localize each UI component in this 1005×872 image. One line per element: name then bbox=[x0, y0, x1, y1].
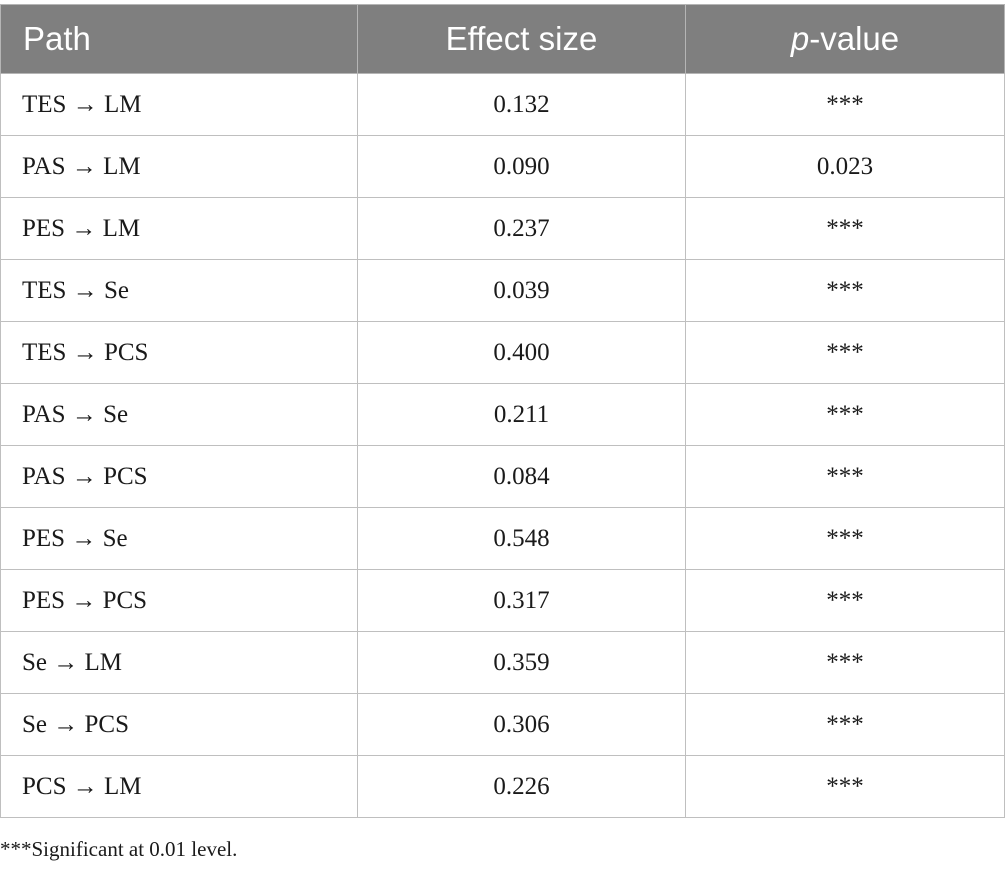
effect-size-cell: 0.039 bbox=[358, 260, 686, 322]
path-cell: TES → LM bbox=[1, 74, 358, 136]
p-value-cell: *** bbox=[686, 384, 1005, 446]
path-cell: PAS → PCS bbox=[1, 446, 358, 508]
p-value-cell: *** bbox=[686, 74, 1005, 136]
path-cell: PES → Se bbox=[1, 508, 358, 570]
header-p-italic: p bbox=[791, 20, 809, 57]
header-path: Path bbox=[1, 5, 358, 74]
table-row: PES → Se 0.548 *** bbox=[1, 508, 1005, 570]
path-cell: Se → PCS bbox=[1, 694, 358, 756]
table-row: PAS → LM 0.090 0.023 bbox=[1, 136, 1005, 198]
header-row: Path Effect size p-value bbox=[1, 5, 1005, 74]
p-value-cell: *** bbox=[686, 198, 1005, 260]
results-table: Path Effect size p-value TES → LM 0.132 **… bbox=[0, 4, 1005, 818]
p-value-cell: *** bbox=[686, 570, 1005, 632]
path-cell: PES → LM bbox=[1, 198, 358, 260]
header-p-value: p-value bbox=[686, 5, 1005, 74]
effect-size-cell: 0.359 bbox=[358, 632, 686, 694]
effect-size-cell: 0.090 bbox=[358, 136, 686, 198]
path-cell: PAS → Se bbox=[1, 384, 358, 446]
footnote: ***Significant at 0.01 level. bbox=[0, 837, 237, 862]
header-p-rest: -value bbox=[809, 20, 899, 57]
path-cell: TES → PCS bbox=[1, 322, 358, 384]
p-value-cell: *** bbox=[686, 756, 1005, 818]
effect-size-cell: 0.132 bbox=[358, 74, 686, 136]
p-value-cell: *** bbox=[686, 694, 1005, 756]
table-row: Se → LM 0.359 *** bbox=[1, 632, 1005, 694]
path-cell: PES → PCS bbox=[1, 570, 358, 632]
table-row: PAS → PCS 0.084 *** bbox=[1, 446, 1005, 508]
path-cell: Se → LM bbox=[1, 632, 358, 694]
table-row: PES → LM 0.237 *** bbox=[1, 198, 1005, 260]
path-cell: PCS → LM bbox=[1, 756, 358, 818]
path-cell: TES → Se bbox=[1, 260, 358, 322]
p-value-cell: *** bbox=[686, 508, 1005, 570]
effect-size-cell: 0.548 bbox=[358, 508, 686, 570]
effect-size-cell: 0.237 bbox=[358, 198, 686, 260]
table-row: PAS → Se 0.211 *** bbox=[1, 384, 1005, 446]
table-row: PES → PCS 0.317 *** bbox=[1, 570, 1005, 632]
table-row: TES → Se 0.039 *** bbox=[1, 260, 1005, 322]
p-value-cell: 0.023 bbox=[686, 136, 1005, 198]
effect-size-cell: 0.226 bbox=[358, 756, 686, 818]
p-value-cell: *** bbox=[686, 446, 1005, 508]
table-header: Path Effect size p-value bbox=[1, 5, 1005, 74]
header-effect-size: Effect size bbox=[358, 5, 686, 74]
path-cell: PAS → LM bbox=[1, 136, 358, 198]
p-value-cell: *** bbox=[686, 260, 1005, 322]
effect-size-cell: 0.084 bbox=[358, 446, 686, 508]
table-row: PCS → LM 0.226 *** bbox=[1, 756, 1005, 818]
table-row: TES → LM 0.132 *** bbox=[1, 74, 1005, 136]
effect-size-cell: 0.211 bbox=[358, 384, 686, 446]
table-body: TES → LM 0.132 *** PAS → LM 0.090 0.023 PES → … bbox=[1, 74, 1005, 818]
p-value-cell: *** bbox=[686, 632, 1005, 694]
effect-size-cell: 0.306 bbox=[358, 694, 686, 756]
p-value-cell: *** bbox=[686, 322, 1005, 384]
effect-size-cell: 0.317 bbox=[358, 570, 686, 632]
effect-size-cell: 0.400 bbox=[358, 322, 686, 384]
table-row: Se → PCS 0.306 *** bbox=[1, 694, 1005, 756]
table-row: TES → PCS 0.400 *** bbox=[1, 322, 1005, 384]
